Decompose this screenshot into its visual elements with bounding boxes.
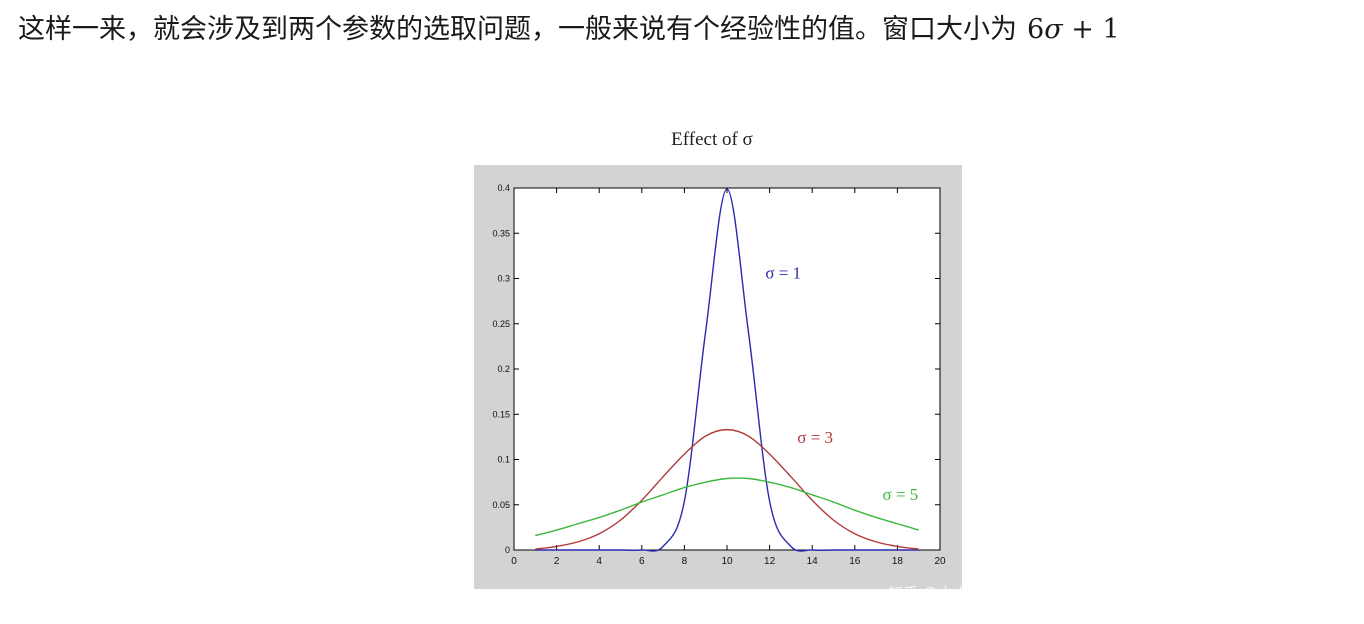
series-line-3 bbox=[535, 477, 919, 537]
gaussian-figure: Effect of σ 0 2 4 6 8 10 12 14 16 18 20 0 0.05 0.1 0.1… bbox=[432, 99, 984, 615]
paragraph-text-line: 这样一来，就会涉及到两个参数的选取问题，一般来说有个经验性的值。窗口大小为 6σ … bbox=[18, 10, 1120, 50]
y-tick-label: 0 bbox=[505, 545, 510, 555]
formula-variable: σ bbox=[1044, 14, 1063, 45]
y-tick-label: 0.1 bbox=[497, 455, 510, 465]
series-line-2 bbox=[535, 428, 919, 550]
y-tick-label: 0.35 bbox=[492, 228, 510, 238]
x-tick-label: 10 bbox=[721, 556, 733, 567]
series-line-1 bbox=[535, 188, 919, 552]
x-tick-label: 8 bbox=[682, 556, 688, 567]
watermark-text: 知乎 @小小 bbox=[888, 584, 968, 602]
x-tick-label: 20 bbox=[934, 556, 946, 567]
y-tick-label: 0.3 bbox=[497, 274, 510, 284]
y-tick-label: 0.15 bbox=[492, 409, 510, 419]
x-tick-label: 14 bbox=[807, 556, 819, 567]
series-annotation-2: σ = 3 bbox=[797, 428, 833, 447]
x-tick-label: 12 bbox=[764, 556, 776, 567]
x-tick-label: 16 bbox=[849, 556, 861, 567]
x-tick-label: 6 bbox=[639, 556, 645, 567]
paragraph-text: 这样一来，就会涉及到两个参数的选取问题，一般来说有个经验性的值。窗口大小为 bbox=[18, 14, 1017, 45]
x-tick-label: 2 bbox=[554, 556, 560, 567]
formula-coefficient: 6 bbox=[1027, 14, 1045, 45]
series-annotation-3: σ = 5 bbox=[882, 485, 918, 504]
window-size-formula: 6σ + 1 bbox=[1027, 14, 1120, 45]
y-tick-label: 0.05 bbox=[492, 500, 510, 510]
y-tick-label: 0.4 bbox=[497, 183, 510, 193]
x-tick-label: 18 bbox=[892, 556, 904, 567]
chart-title: Effect of σ bbox=[671, 129, 753, 150]
series-annotation-1: σ = 1 bbox=[765, 264, 801, 283]
axis-ticks: 0 2 4 6 8 10 12 14 16 18 20 0 0.05 0.1 0.15 0.2 0.25 0.3 0… bbox=[492, 183, 946, 567]
x-tick-label: 4 bbox=[596, 556, 602, 567]
series-annotations: σ = 1 σ = 3 σ = 5 bbox=[765, 264, 918, 505]
formula-operator: + bbox=[1071, 14, 1094, 45]
y-tick-label: 0.25 bbox=[492, 319, 510, 329]
formula-constant: 1 bbox=[1102, 14, 1120, 45]
plot-area bbox=[513, 187, 941, 551]
gaussian-chart: Effect of σ 0 2 4 6 8 10 12 14 16 18 20 0 0.05 0.1 0.1… bbox=[474, 129, 962, 589]
series-lines bbox=[535, 188, 919, 552]
y-tick-label: 0.2 bbox=[497, 364, 510, 374]
x-tick-label: 0 bbox=[511, 556, 517, 567]
